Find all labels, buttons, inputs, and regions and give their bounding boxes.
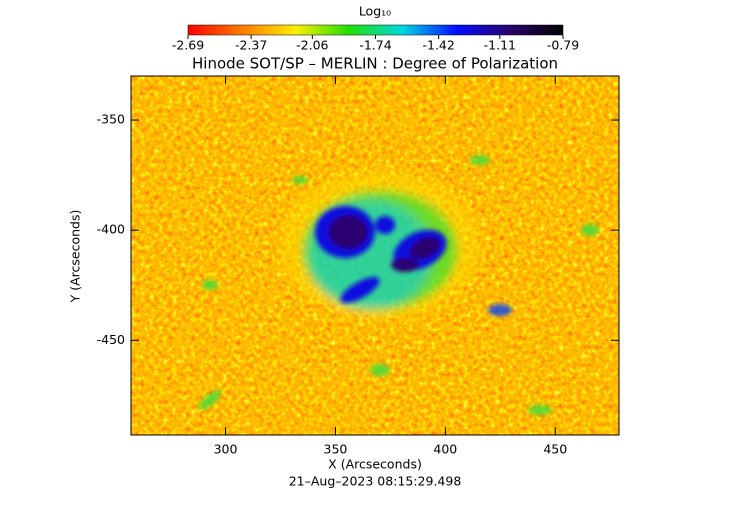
colorbar-tick-label: -1.42: [422, 38, 454, 53]
x-tick-label: 350: [324, 442, 348, 457]
plot-frame: [130, 75, 620, 436]
colorbar-tick-label: -2.37: [235, 38, 267, 53]
chart-title: Hinode SOT/SP – MERLIN : Degree of Polar…: [192, 55, 558, 73]
colorbar-tick-label: -0.79: [547, 38, 579, 53]
small-patches: [198, 155, 599, 415]
x-axis-label: X (Arcseconds): [328, 457, 422, 472]
y-tick-label: -450: [97, 332, 125, 347]
x-tick-label: 300: [214, 442, 238, 457]
colorbar-tick-label: -2.69: [172, 38, 204, 53]
x-tick-label: 450: [543, 442, 567, 457]
colorbar-tick-label: -2.06: [296, 38, 328, 53]
colorbar-tick-label: -1.11: [484, 38, 516, 53]
colorbar-label: Log₁₀: [359, 4, 391, 19]
active-region: [280, 170, 480, 320]
y-tick-label: -350: [97, 112, 125, 127]
y-tick-label: -400: [97, 222, 125, 237]
colorbar: [187, 24, 564, 36]
footer: 21–Aug–2023 08:15:29.498: [289, 474, 462, 489]
colorbar-tick-label: -1.74: [359, 38, 391, 53]
heatmap-image: [131, 76, 619, 435]
y-axis-label: Y (Arcseconds): [68, 210, 83, 304]
spots: [315, 206, 447, 303]
x-tick-label: 400: [433, 442, 457, 457]
